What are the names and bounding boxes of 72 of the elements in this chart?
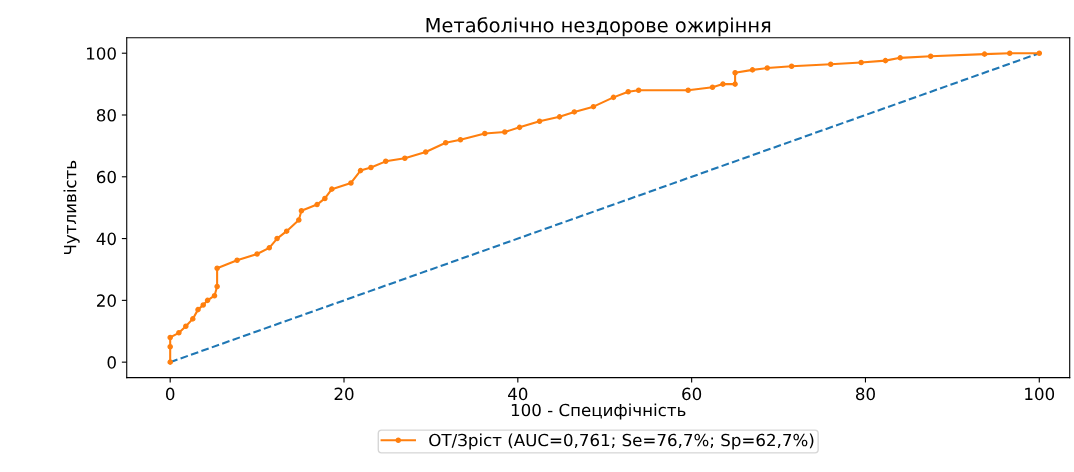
x-tick-label: 80 [855, 387, 875, 401]
y-tick-label: 60 [96, 170, 116, 184]
point [183, 323, 189, 330]
point [274, 235, 280, 242]
point [897, 55, 904, 61]
point [167, 359, 173, 365]
point [788, 63, 795, 69]
point [190, 316, 196, 322]
point [610, 94, 617, 101]
point [266, 245, 273, 251]
point [536, 118, 543, 124]
point [516, 124, 523, 131]
point [1006, 50, 1013, 56]
point [195, 306, 201, 313]
chart-title: Метаболічно нездорове ожиріння [426, 17, 771, 37]
point [720, 81, 726, 87]
point [296, 217, 302, 223]
y-tick-label: 80 [96, 108, 116, 122]
point [167, 334, 173, 341]
y-axis-title: Чутливість [63, 160, 80, 255]
point [827, 61, 834, 68]
y-tick-label: 0 [107, 356, 116, 369]
point [357, 167, 364, 174]
point [457, 136, 464, 143]
x-tick-label: 40 [508, 387, 528, 401]
point [368, 164, 374, 171]
point [234, 257, 240, 263]
point [314, 201, 320, 208]
y-tick-label: 100 [87, 47, 116, 60]
point [211, 292, 218, 299]
y-tick-label: 40 [96, 232, 116, 246]
point [298, 207, 305, 214]
point [732, 69, 738, 76]
point [329, 186, 335, 192]
point [927, 53, 934, 60]
point [176, 330, 182, 336]
point [322, 195, 328, 202]
point [482, 130, 488, 137]
point [402, 155, 408, 162]
legend-label: ОТ/Зріст (AUC=0,761; Se=76,7%; Sp=62,7%) [429, 433, 814, 450]
x-tick-label: 20 [334, 387, 354, 401]
point [502, 129, 508, 135]
point [204, 297, 211, 304]
x-tick-label: 100 [1025, 387, 1055, 401]
point [981, 51, 988, 57]
point [732, 81, 738, 87]
point [858, 59, 864, 66]
point [571, 109, 578, 115]
point [764, 65, 771, 71]
point [283, 228, 290, 234]
point [685, 87, 691, 94]
point [635, 87, 642, 94]
point [749, 67, 756, 73]
point [882, 57, 889, 64]
point [167, 343, 173, 350]
point [625, 89, 631, 95]
x-tick-label: 0 [165, 387, 175, 401]
point [590, 103, 597, 110]
point [200, 302, 206, 308]
point [442, 140, 449, 146]
point [214, 283, 220, 290]
point [254, 251, 260, 257]
point [556, 114, 563, 120]
y-tick-label: 20 [97, 294, 116, 307]
point [348, 180, 354, 186]
x-tick-label: 60 [682, 387, 702, 401]
point [382, 158, 389, 165]
x-axis-title: 100 - Специфічність [511, 403, 686, 420]
point [214, 265, 220, 272]
point [709, 84, 716, 90]
point [422, 149, 429, 155]
point [1036, 50, 1043, 56]
